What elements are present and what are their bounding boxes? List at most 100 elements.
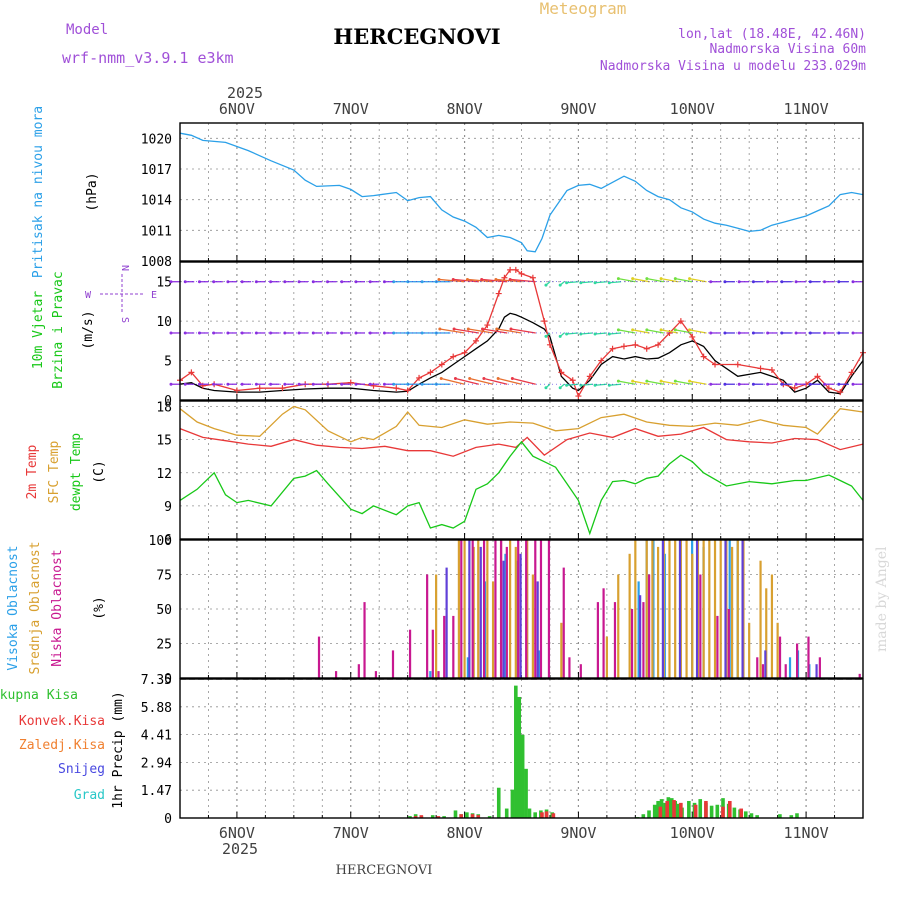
meteogram-title: Meteogram	[540, 0, 627, 18]
bar-niska-oblacnost	[562, 567, 565, 678]
wind-arrow-head	[631, 328, 635, 332]
precip-ylabel-text: 1hr Precip	[111, 730, 126, 808]
wind-arrow-head	[406, 382, 410, 386]
bar-srednja-oblacnost	[770, 574, 774, 678]
y-tick-label: 12	[156, 467, 172, 482]
wind-arrow	[609, 281, 622, 284]
wind-arrow-head	[673, 328, 677, 332]
wind-arrow-head	[452, 327, 456, 331]
temp-unit: (C)	[92, 460, 107, 483]
bar-niska-oblacnost	[494, 540, 497, 678]
wind-arrow-head	[766, 382, 770, 386]
bar-visoka-oblacnost	[538, 650, 541, 678]
bar-konvek-kisa	[704, 800, 708, 818]
compass-north: N	[119, 265, 130, 271]
wind-arrow-head	[392, 331, 396, 335]
wind-arrow-head	[688, 379, 692, 383]
bar-niska-oblacnost	[547, 540, 551, 678]
gust-marker	[558, 369, 565, 376]
wind-arrow-head	[368, 331, 372, 335]
bar-ukupna-kisa	[465, 812, 469, 818]
bar-srednja-oblacnost	[730, 546, 734, 678]
wind-arrow	[469, 377, 494, 385]
bar-visoka-oblacnost	[466, 657, 469, 678]
wind-arrow	[510, 278, 536, 283]
wind-arrow-head	[451, 277, 455, 281]
bar-konvek-kisa	[540, 812, 544, 818]
compass-east: E	[151, 290, 157, 301]
y-tick-label: 1011	[141, 224, 172, 239]
bottom-day-labels: 6NOV 7NOV 8NOV 9NOV 10NOV 11NOV	[219, 824, 829, 842]
gust-marker	[632, 341, 639, 348]
gust-marker	[620, 343, 627, 350]
wind-arrow-head	[269, 382, 273, 386]
bar-ukupna-kisa	[533, 812, 537, 818]
bar-ukupna-kisa	[669, 798, 674, 818]
wind-arrow-head	[183, 382, 187, 386]
wind-arrow-head	[420, 280, 424, 284]
wind-arrow	[580, 383, 593, 386]
wind-arrow-head	[645, 328, 649, 332]
gust-marker	[404, 387, 411, 394]
y-tick-label: 15	[156, 276, 172, 291]
bar-ukupna-kisa	[755, 815, 759, 818]
wind-arrow	[675, 380, 693, 385]
bar-niska-oblacnost	[482, 540, 486, 678]
gust-marker	[643, 345, 650, 352]
wind-arrow-head	[326, 382, 330, 386]
bar-konvek-kisa	[693, 804, 698, 818]
wind-arrow-head	[212, 280, 216, 284]
wind-arrow-head	[837, 382, 841, 386]
bar-niska-oblacnost	[596, 602, 599, 678]
bar-ukupna-kisa	[663, 802, 667, 818]
wind-arrow-head	[465, 277, 469, 281]
wind-arrow-head	[482, 377, 486, 381]
bar-konvek-kisa	[665, 800, 670, 818]
model-elevation-label: Nadmorska Visina u modelu 233.029m	[600, 59, 866, 74]
bar-niska-oblacnost	[579, 664, 582, 678]
wind-arrow-head	[468, 377, 472, 381]
bar-konvek-kisa	[413, 816, 418, 818]
bar-extra	[695, 540, 699, 678]
bar-niska-oblacnost	[699, 574, 702, 678]
wind-arrow	[675, 329, 693, 334]
gust-marker	[438, 361, 445, 368]
bar-konvek-kisa	[470, 814, 475, 818]
bar-ukupna-kisa	[743, 811, 748, 818]
bar-niska-oblacnost	[431, 629, 434, 678]
bar-srednja-oblacnost	[531, 574, 534, 678]
wind-arrow-head	[480, 277, 484, 281]
wind-arrow-head	[837, 280, 841, 284]
coords-label: lon,lat (18.48E, 42.46N)	[678, 27, 866, 42]
y-tick-label: 50	[156, 603, 172, 618]
wind-arrow-head	[311, 280, 315, 284]
y-tick-label: 5.88	[141, 701, 172, 716]
wind-arrow	[453, 328, 479, 334]
bar-srednja-oblacnost	[617, 574, 620, 678]
y-tick-label: 2.94	[141, 756, 172, 771]
bar-niska-oblacnost	[756, 657, 759, 678]
wind-arrow-head	[808, 280, 812, 284]
wind-arrow-head	[737, 331, 741, 335]
wind-arrow-head	[212, 331, 216, 335]
wind-arrow	[481, 278, 508, 283]
compass-rose: N S W E	[85, 265, 157, 323]
wind-arrow-head	[688, 277, 692, 281]
gust-marker	[768, 367, 775, 374]
wind-arrow-head	[645, 379, 649, 383]
wind-arrow-head	[565, 383, 569, 387]
wind-arrow	[632, 277, 650, 283]
gust-marker	[569, 377, 576, 384]
gust-marker	[461, 349, 468, 356]
wind-arrow-head	[481, 327, 485, 331]
legend-total-rain: Ukupna Kisa	[0, 688, 78, 703]
bar-ukupna-kisa	[504, 808, 509, 818]
wind-arrow-head	[212, 382, 216, 386]
wind-arrow-head	[420, 382, 424, 386]
pressure-unit: (hPa)	[85, 172, 100, 211]
bar-ukupna-kisa	[676, 803, 681, 818]
gust-marker	[518, 270, 525, 277]
gust-marker	[825, 385, 832, 392]
watermark: made by Angel	[874, 546, 890, 652]
wind-arrow-head	[169, 382, 173, 386]
